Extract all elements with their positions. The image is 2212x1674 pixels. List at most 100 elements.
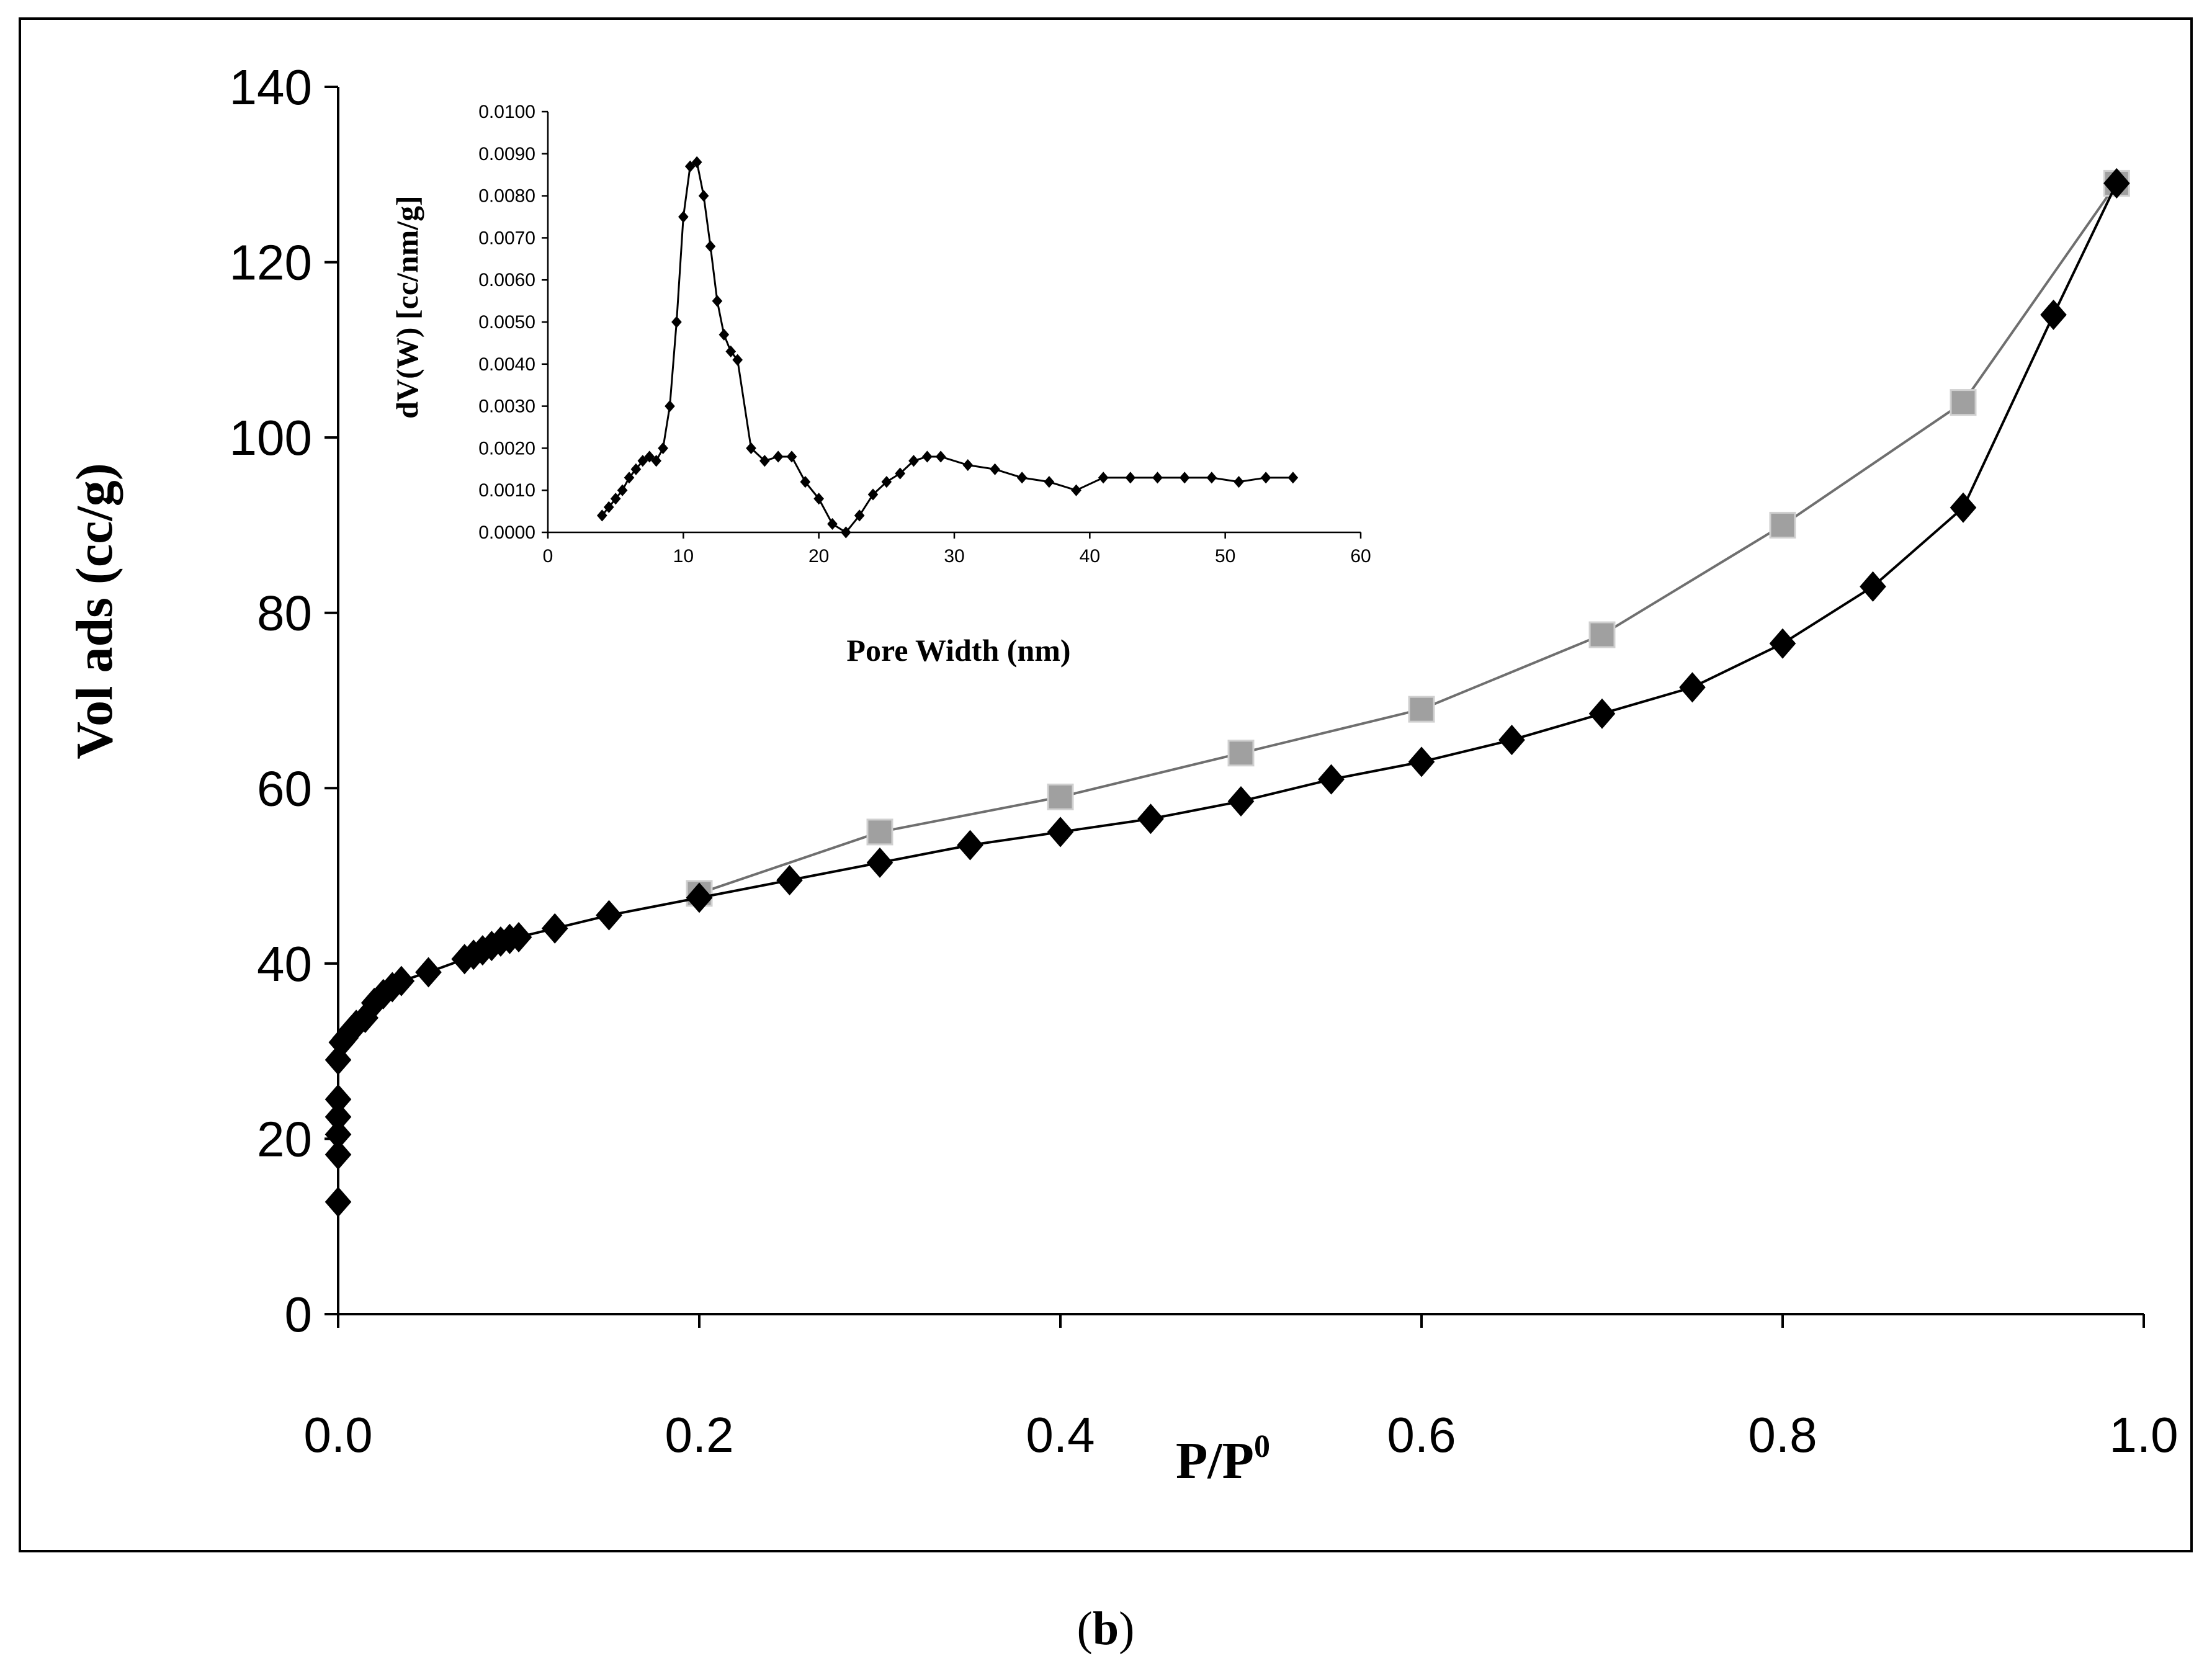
inset-data-point — [1206, 472, 1217, 484]
inset-data-point — [800, 476, 811, 488]
inset-data-point — [786, 450, 797, 463]
inset-chart-series — [597, 156, 1299, 539]
main-x-tick-label: 0.4 — [1026, 1407, 1095, 1462]
inset-data-point — [1234, 476, 1244, 488]
inset-data-point — [759, 455, 770, 467]
main-data-point — [1588, 698, 1616, 729]
main-data-point — [1047, 817, 1074, 848]
inset-x-tick-label: 30 — [944, 546, 964, 566]
inset-data-point — [624, 472, 635, 484]
inset-data-point — [725, 345, 737, 358]
inset-x-tick-label: 20 — [808, 546, 829, 566]
inset-data-point — [651, 455, 661, 467]
main-data-point — [596, 900, 622, 931]
main-series-adsorption — [325, 168, 2130, 1217]
main-data-point — [1679, 672, 1706, 703]
main-data-point — [1860, 571, 1886, 602]
main-data-point — [1950, 389, 1977, 416]
main-y-tick-label: 120 — [230, 235, 312, 290]
inset-y-tick-label: 0.0080 — [478, 186, 535, 207]
main-data-point — [325, 1119, 352, 1150]
inset-data-point — [772, 450, 784, 463]
figure-caption: (b) — [1077, 1603, 1135, 1655]
main-x-tick-label: 0.2 — [665, 1407, 733, 1462]
main-data-point — [1227, 740, 1255, 767]
inset-data-point — [962, 459, 974, 472]
main-data-point — [1408, 746, 1435, 777]
inset-data-point — [678, 210, 689, 223]
inset-series-pore-size-distribution — [597, 156, 1299, 539]
main-data-point — [388, 965, 415, 996]
inset-data-point — [658, 442, 668, 454]
main-data-point — [325, 1186, 352, 1217]
inset-data-point — [1152, 472, 1163, 484]
inset-data-point — [705, 240, 716, 253]
inset-data-point — [935, 450, 946, 463]
inset-data-point — [671, 316, 682, 328]
inset-data-point — [617, 484, 628, 496]
inset-y-tick-label: 0.0020 — [478, 438, 535, 459]
inset-data-point — [881, 476, 892, 488]
main-x-tick-label: 0.8 — [1748, 1407, 1817, 1462]
inset-data-point — [1098, 472, 1109, 484]
inset-data-point — [895, 467, 905, 480]
inset-data-point — [732, 354, 743, 366]
main-data-point — [1047, 783, 1074, 810]
main-x-axis-title-superscript: 0 — [1254, 1429, 1270, 1464]
inset-data-point — [1016, 472, 1028, 484]
main-data-point — [1498, 725, 1525, 756]
inset-data-point — [644, 450, 655, 463]
main-data-point — [325, 1139, 352, 1170]
main-data-point — [1769, 511, 1796, 539]
main-data-point — [866, 818, 893, 846]
inset-data-point — [827, 517, 838, 530]
main-data-point — [1950, 492, 1977, 523]
inset-x-tick-label: 50 — [1215, 546, 1235, 566]
inset-y-tick-label: 0.0050 — [478, 312, 535, 333]
inset-y-tick-label: 0.0040 — [478, 354, 535, 375]
main-x-axis-title: P/P0 — [1176, 1429, 1270, 1490]
inset-chart-axes: 0.0000 0.0010 0.0020 0.0030 0.0040 0.0050 0.00… — [478, 102, 1371, 566]
inset-data-point — [854, 509, 865, 522]
main-y-tick-label: 40 — [257, 936, 312, 991]
main-data-point — [686, 882, 713, 913]
inset-data-point — [630, 463, 642, 475]
main-data-point — [2040, 299, 2067, 330]
inset-data-point — [610, 493, 621, 505]
inset-x-axis-title: Pore Width (nm) — [846, 633, 1070, 668]
inset-data-point — [746, 442, 756, 454]
main-x-tick-label: 1.0 — [2109, 1407, 2178, 1462]
inset-data-point — [597, 509, 607, 522]
inset-data-point — [1179, 472, 1190, 484]
inset-y-tick-label: 0.0000 — [478, 522, 535, 543]
inset-y-tick-label: 0.0090 — [478, 144, 535, 164]
inset-data-point — [1125, 472, 1136, 484]
inset-y-tick-label: 0.0030 — [478, 396, 535, 417]
caption-letter: b — [1093, 1603, 1119, 1655]
main-data-point — [1769, 628, 1796, 659]
main-data-point — [866, 847, 893, 878]
inset-x-tick-label: 10 — [673, 546, 694, 566]
main-data-point — [325, 1084, 352, 1115]
inset-x-tick-label: 40 — [1080, 546, 1100, 566]
inset-data-point — [698, 190, 709, 202]
inset-y-tick-label: 0.0070 — [478, 228, 535, 248]
main-data-point — [957, 830, 983, 861]
main-y-axis-title: Vol ads (cc/g) — [66, 463, 123, 759]
caption-open-paren: ( — [1077, 1603, 1093, 1655]
inset-data-point — [719, 328, 730, 341]
main-data-point — [1318, 764, 1345, 795]
main-data-point — [505, 921, 532, 952]
main-y-tick-label: 80 — [257, 586, 312, 641]
main-y-tick-label: 100 — [230, 410, 312, 465]
main-y-tick-label: 20 — [257, 1111, 312, 1166]
main-data-point — [1588, 621, 1616, 648]
inset-data-point — [691, 156, 702, 168]
main-data-point — [1137, 803, 1164, 835]
inset-data-point — [637, 455, 648, 467]
main-y-tick-label: 140 — [230, 60, 312, 115]
inset-data-point — [922, 450, 933, 463]
inset-data-point — [1260, 472, 1271, 484]
main-x-tick-label: 0.0 — [303, 1407, 372, 1462]
